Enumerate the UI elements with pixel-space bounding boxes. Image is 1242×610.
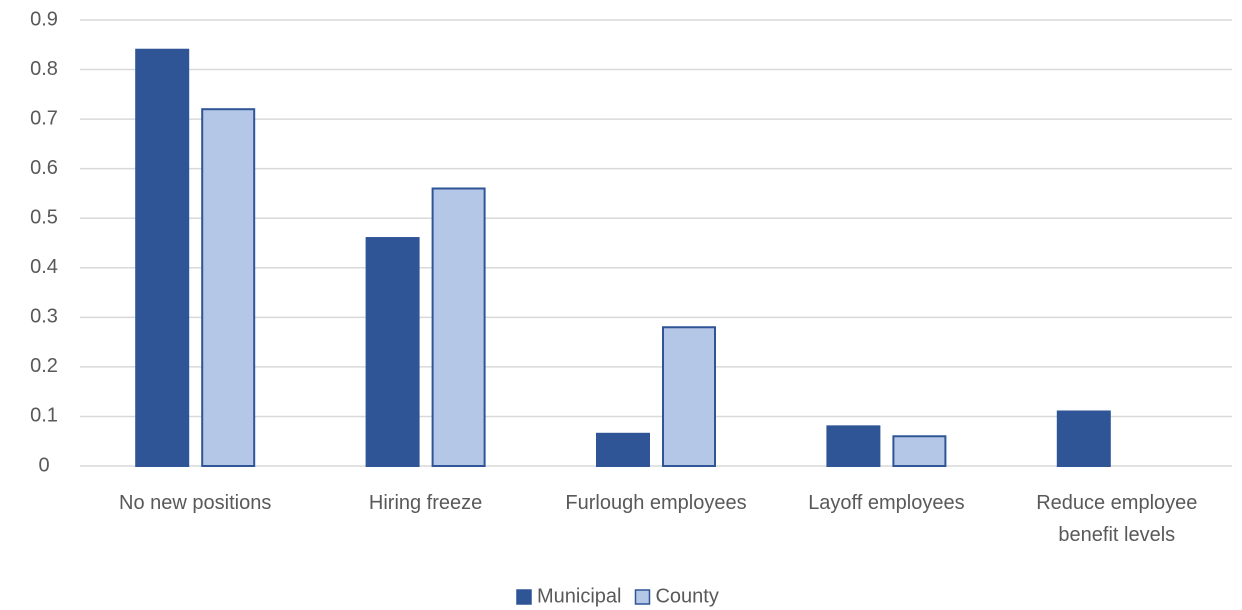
y-tick-label: 0.8: [30, 58, 58, 80]
bar: [662, 326, 716, 467]
y-tick-label: 0.6: [30, 157, 58, 179]
bar: [201, 108, 256, 467]
x-tick-label: Reduce employee benefit levels: [1036, 492, 1198, 546]
x-tick-label: Layoff employees: [808, 492, 965, 514]
bar: [1056, 410, 1111, 468]
y-tick-label: 0.9: [30, 8, 58, 30]
bar: [596, 432, 650, 467]
x-tick-label: Furlough employees: [565, 492, 747, 514]
x-tick-label: Hiring freeze: [368, 492, 483, 514]
y-tick-label: 0.2: [30, 355, 58, 377]
y-tick-label: 0.4: [30, 256, 58, 278]
y-tick-label: 0.3: [30, 306, 58, 328]
y-tick-label: 0.1: [30, 405, 58, 427]
y-tick-label: 0: [38, 454, 49, 476]
y-tick-label: 0.7: [30, 107, 58, 129]
bar: [826, 425, 881, 468]
legend-label: County: [655, 585, 718, 607]
legend-swatch: [634, 589, 651, 605]
bar: [135, 48, 190, 467]
x-tick-label: No new positions: [119, 492, 272, 514]
legend-swatch: [516, 589, 532, 605]
bar: [431, 187, 486, 467]
bar: [365, 237, 420, 467]
legend-label: Municipal: [537, 585, 621, 607]
bar: [892, 435, 947, 467]
y-tick-label: 0.5: [30, 207, 58, 229]
